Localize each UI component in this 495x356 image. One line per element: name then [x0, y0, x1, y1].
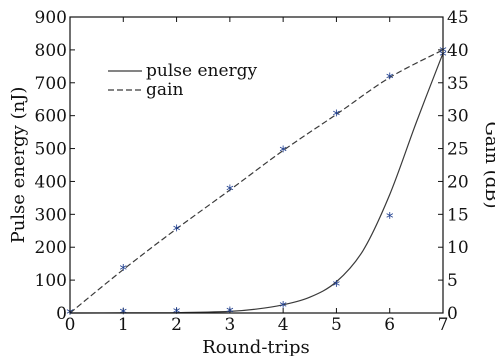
y-left-tick-label: 600: [35, 107, 67, 127]
data-point-marker-right: *: [386, 70, 394, 88]
y-right-tick-label: 20: [447, 172, 469, 192]
data-point-marker-right: *: [120, 261, 128, 279]
y-right-tick-label: 15: [447, 205, 469, 225]
x-tick-label: 1: [118, 315, 129, 335]
y-axis-left-label: Pulse energy (nJ): [8, 87, 29, 244]
legend: pulse energy gain: [108, 61, 258, 100]
y-left-tick-label: 300: [35, 205, 67, 225]
legend-label-gain: gain: [146, 80, 183, 100]
y-left-tick-label: 400: [35, 172, 67, 192]
x-tick-label: 0: [65, 315, 76, 335]
data-point-marker-right: *: [279, 143, 287, 161]
data-point-marker-right: *: [173, 221, 181, 239]
series-line-gain: [69, 49, 444, 314]
y-left-tick-label: 0: [56, 304, 67, 324]
x-tick-label: 2: [171, 315, 182, 335]
plot-frame: [69, 16, 444, 314]
data-point-marker-left: *: [226, 303, 234, 321]
data-point-marker-right: *: [226, 181, 234, 199]
legend-label-pulse-energy: pulse energy: [146, 61, 258, 81]
y-right-tick-label: 35: [447, 74, 469, 94]
markers-layer: * * * * ***********: [66, 43, 447, 323]
y-left-tick-label: 700: [35, 74, 67, 94]
data-point-marker-left: *: [386, 209, 394, 227]
x-tick-label: 3: [224, 315, 235, 335]
y-axis-right-label: Gain (dB): [481, 122, 495, 209]
y-right-tick-label: 10: [447, 238, 469, 258]
data-point-marker-left: *: [333, 277, 341, 295]
y-left-tick-label: 800: [35, 41, 67, 61]
data-point-marker-left: *: [279, 298, 287, 316]
x-axis-label: Round-trips: [202, 337, 310, 356]
y-left-tick-label: 100: [35, 271, 67, 291]
y-right-tick-label: 25: [447, 140, 469, 160]
x-tick-label: 7: [438, 315, 449, 335]
y-left-tick-label: 500: [35, 140, 67, 160]
y-right-tick-label: 30: [447, 107, 469, 127]
y-right-tick-label: 45: [447, 8, 469, 28]
data-point-marker-right: *: [333, 106, 341, 124]
y-right-tick-label: 5: [447, 271, 458, 291]
x-tick-label: 5: [331, 315, 342, 335]
y-left-tick-label: 200: [35, 238, 67, 258]
data-point-marker-left: *: [66, 305, 74, 323]
y-left-tick-label: 900: [35, 8, 67, 28]
y-right-tick-label: 40: [447, 41, 469, 61]
ticks-layer: 0 1 2 3 4 5 6 701002003004005006007008009000510…: [35, 8, 469, 335]
x-tick-label: 6: [384, 315, 395, 335]
x-tick-label: 4: [278, 315, 289, 335]
y-right-tick-label: 0: [447, 304, 458, 324]
